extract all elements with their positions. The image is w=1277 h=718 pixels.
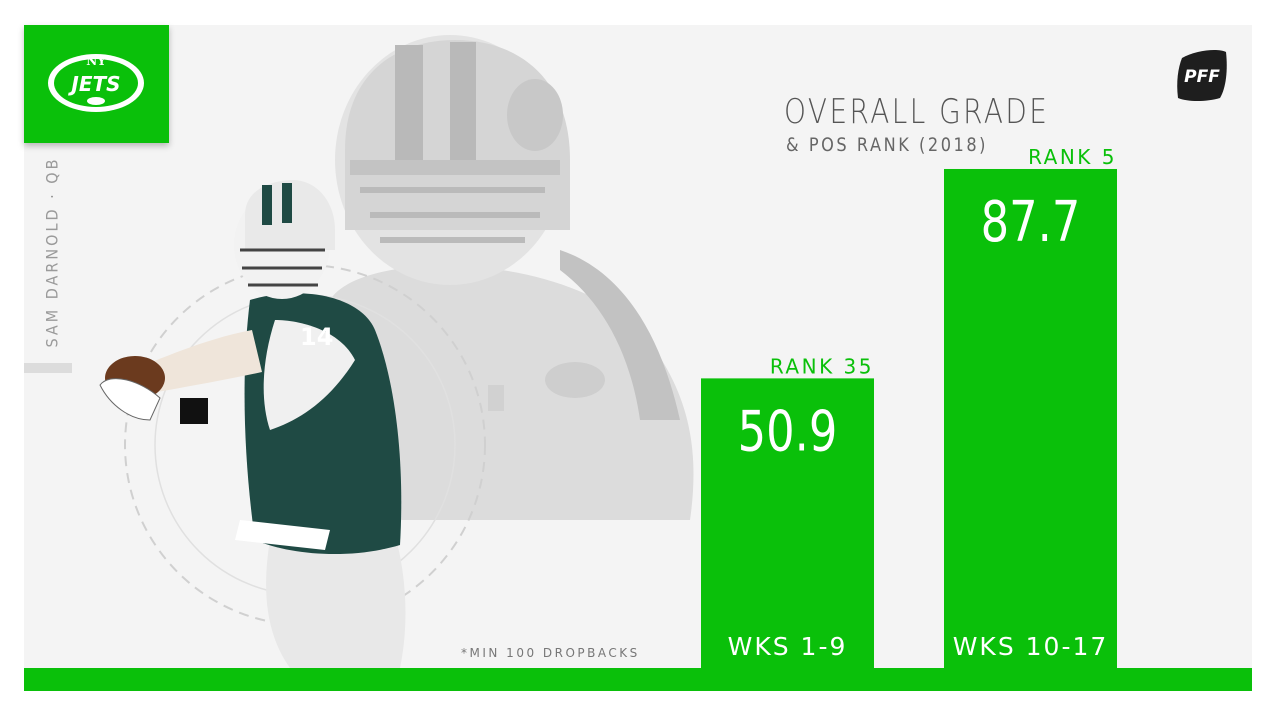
bar-value-label-1: 50.9	[738, 398, 838, 463]
footnote: *MIN 100 DROPBACKS	[461, 646, 640, 660]
category-label-1: WKS 1-9	[728, 632, 848, 661]
category-label-2: WKS 10-17	[953, 632, 1109, 661]
pff-wordmark: PFF	[1184, 67, 1220, 87]
jets-monogram: NY	[86, 54, 106, 68]
chart-subtitle: & POS RANK (2018)	[786, 134, 989, 156]
jets-wordmark: JETS	[67, 72, 120, 96]
bottom-accent-band	[24, 668, 1252, 691]
label-accent-bar	[24, 363, 72, 373]
bar-2	[944, 168, 1117, 668]
bar-value-label-2: 87.7	[981, 189, 1081, 254]
rank-label-1: RANK 35	[770, 354, 874, 378]
pff-logo-icon: PFF	[1177, 50, 1227, 101]
jets-logo-icon: NY JETS	[48, 54, 144, 112]
pff-logo: PFF	[1176, 48, 1228, 106]
rank-label-2: RANK 5	[1028, 145, 1117, 169]
bar-1	[701, 378, 874, 668]
jersey-number: 14	[300, 323, 333, 351]
chart-title: OVERALL GRADE	[784, 92, 1050, 132]
jets-logo-box: NY JETS	[24, 25, 169, 143]
